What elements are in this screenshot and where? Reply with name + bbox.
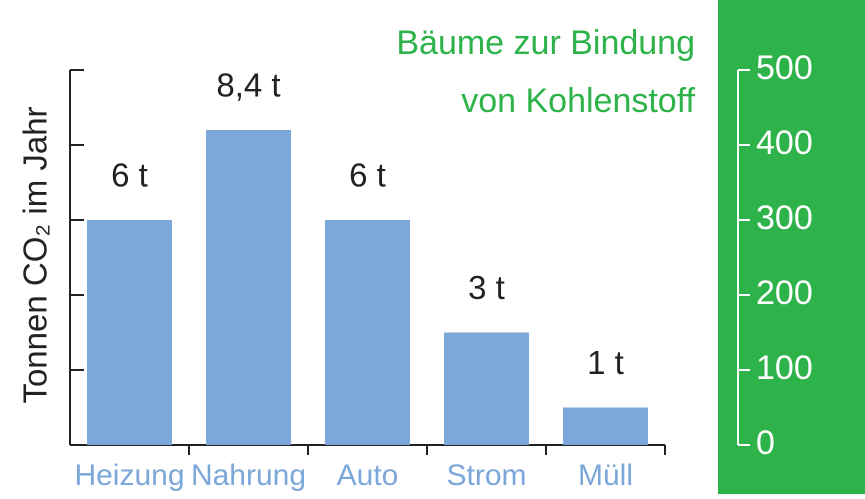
- y2-tick-label: 300: [756, 199, 813, 237]
- y2-tick-label: 500: [756, 49, 813, 87]
- annotation: Bäume zur Bindung: [396, 24, 695, 62]
- data-label: 6 t: [111, 157, 148, 194]
- x-tick-label: Heizung: [74, 459, 184, 492]
- bar: [206, 130, 291, 445]
- y2-tick-label: 200: [756, 274, 813, 312]
- bar: [87, 220, 172, 445]
- data-label: 1 t: [587, 344, 624, 381]
- annotation: von Kohlenstoff: [461, 82, 695, 120]
- bar: [325, 220, 410, 445]
- x-tick-label: Müll: [578, 459, 633, 492]
- data-label: 3 t: [468, 269, 505, 306]
- bar: [563, 407, 648, 445]
- bar: [444, 332, 529, 445]
- data-label: 6 t: [349, 157, 386, 194]
- y2-tick-label: 100: [756, 349, 813, 387]
- x-tick-label: Strom: [446, 459, 526, 492]
- y-axis-label: Tonnen CO₂ im Jahr: [17, 106, 54, 403]
- x-tick-label: Auto: [337, 459, 399, 492]
- data-label: 8,4 t: [216, 67, 280, 104]
- y2-panel: [718, 0, 865, 494]
- y2-tick-label: 0: [756, 424, 775, 462]
- y2-tick-label: 400: [756, 124, 813, 162]
- x-tick-label: Nahrung: [191, 459, 306, 492]
